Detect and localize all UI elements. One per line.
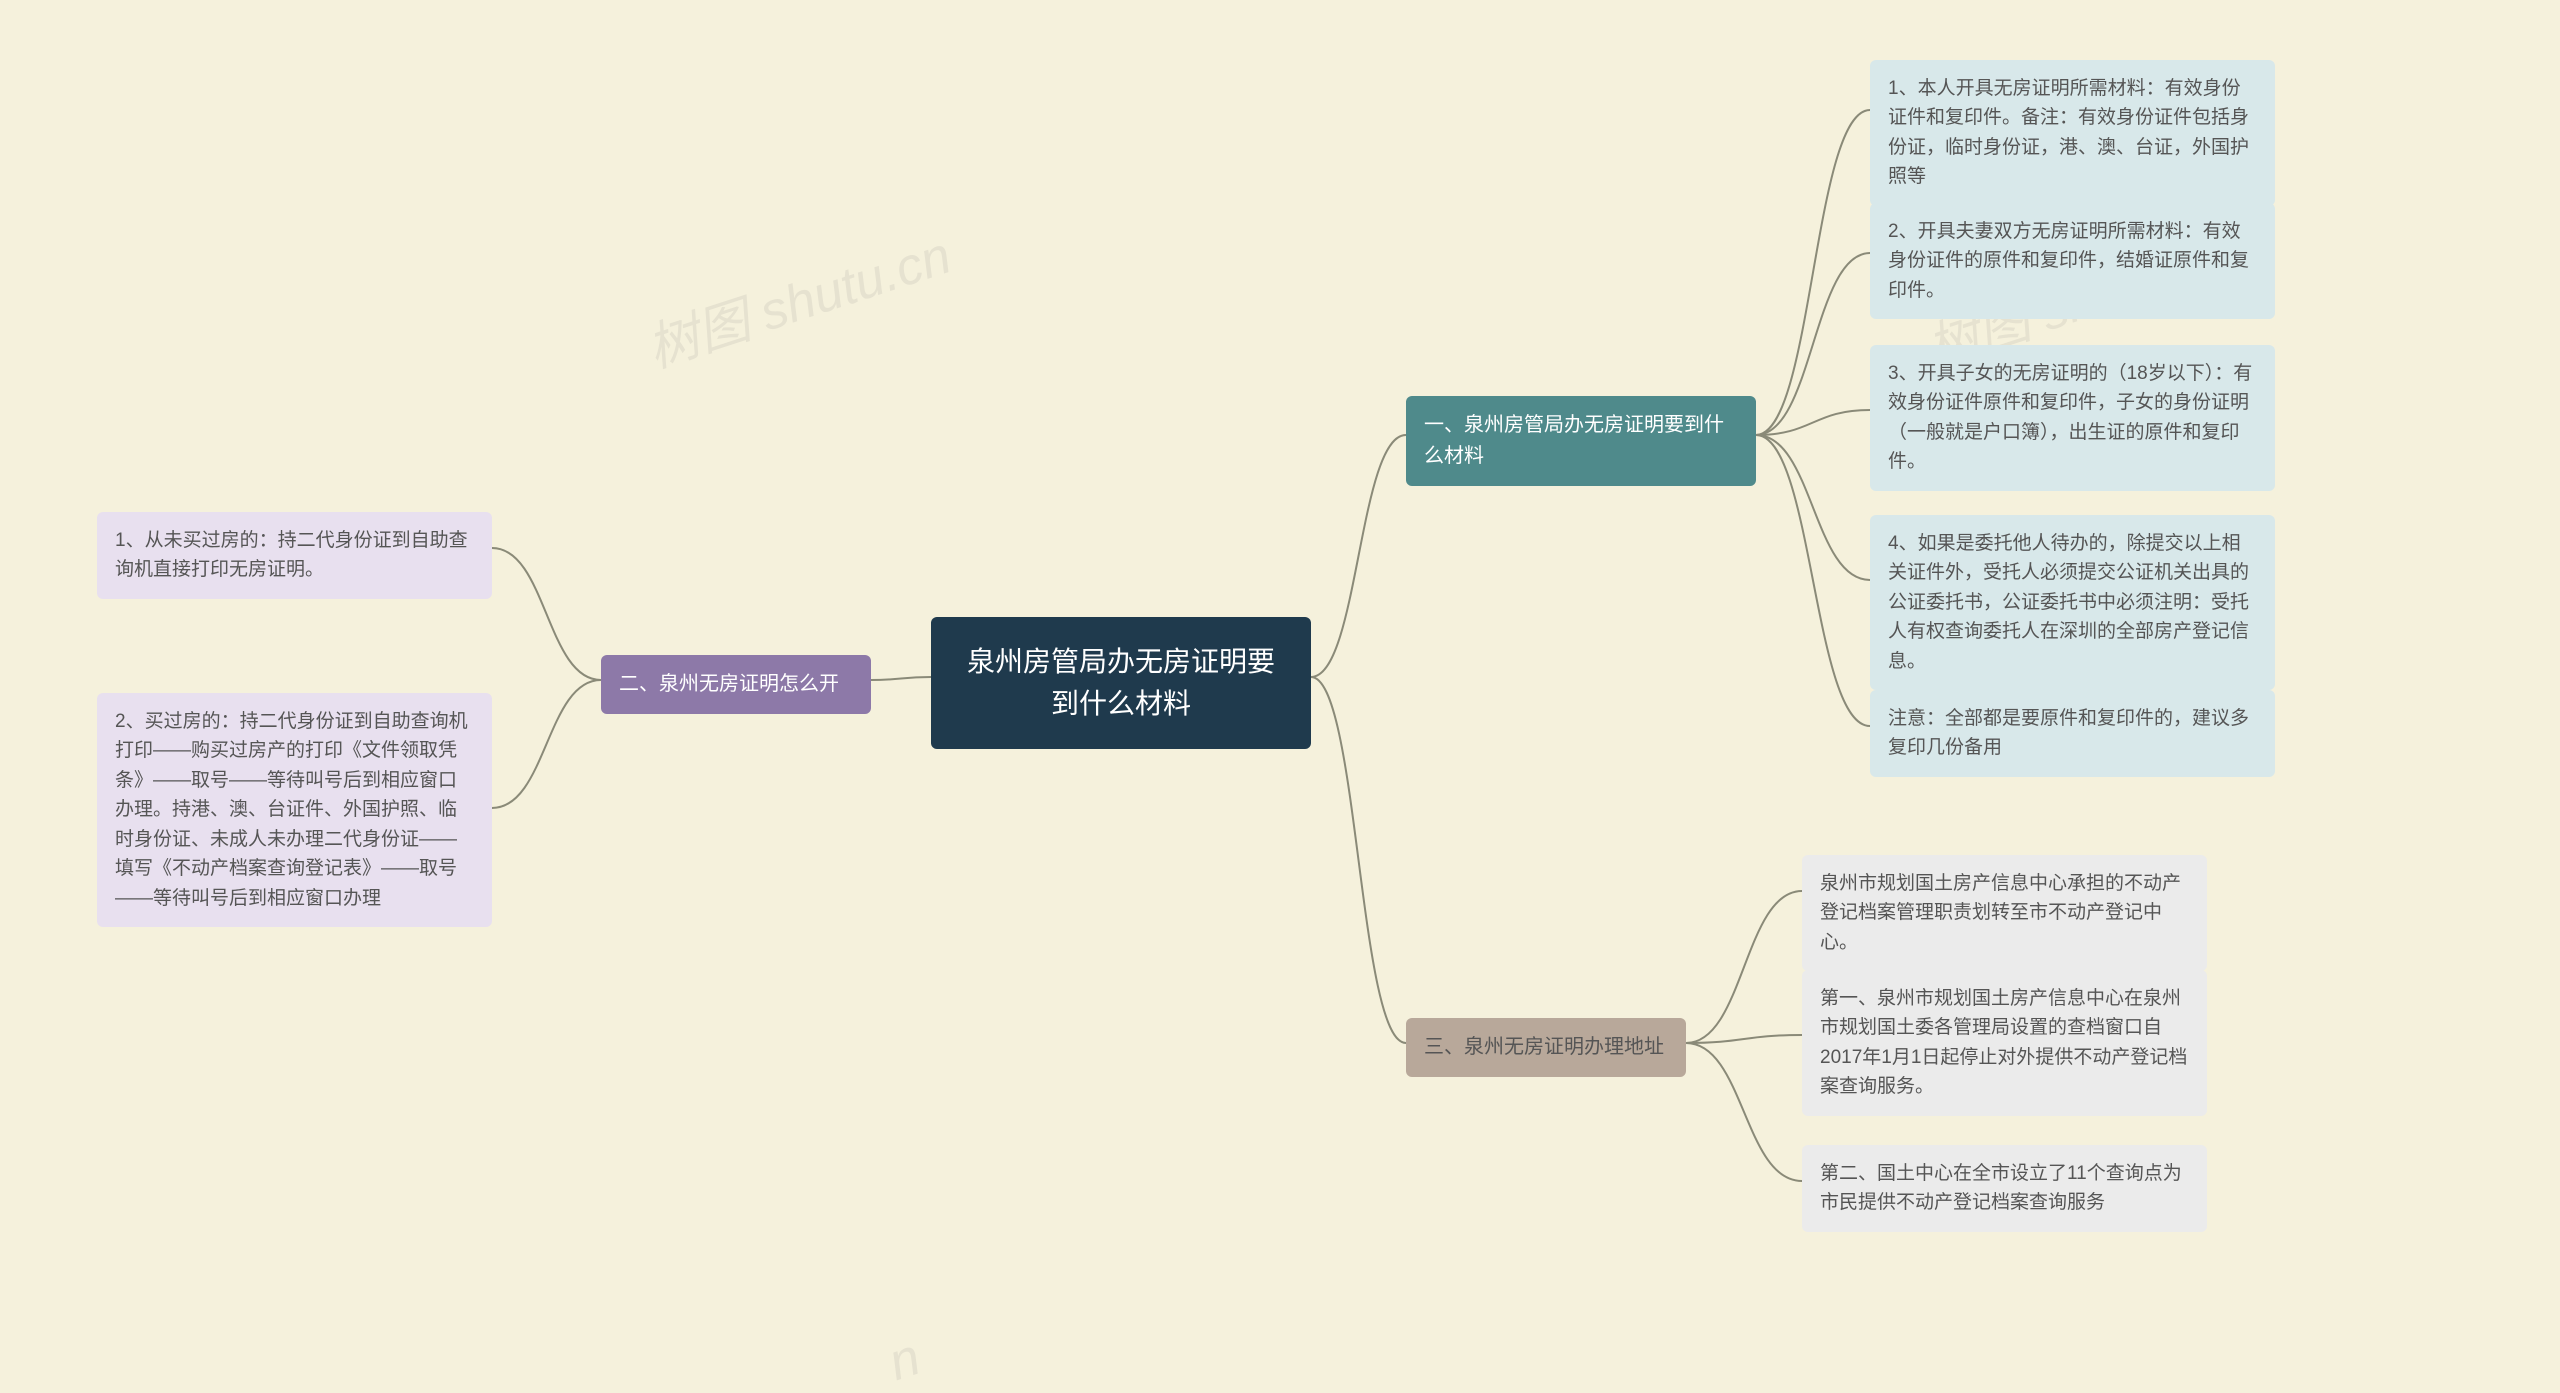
branch-1: 一、泉州房管局办无房证明要到什 么材料 <box>1406 396 1756 486</box>
root-line2: 到什么材料 <box>959 683 1283 725</box>
branch-2-leaf-1: 1、从未买过房的：持二代身份证到自助查询机直接打印无房证明。 <box>97 512 492 599</box>
branch-2-leaf-2: 2、买过房的：持二代身份证到自助查询机打印——购买过房产的打印《文件领取凭条》—… <box>97 693 492 927</box>
root-node: 泉州房管局办无房证明要 到什么材料 <box>931 617 1311 749</box>
branch-1-line1: 一、泉州房管局办无房证明要到什 <box>1424 410 1738 441</box>
branch-3-leaf-3: 第二、国土中心在全市设立了11个查询点为市民提供不动产登记档案查询服务 <box>1802 1145 2207 1232</box>
watermark-1: 树图 shutu.cn <box>636 213 959 382</box>
branch-1-leaf-3: 3、开具子女的无房证明的（18岁以下）：有效身份证件原件和复印件，子女的身份证明… <box>1870 345 2275 491</box>
branch-1-leaf-5: 注意：全部都是要原件和复印件的，建议多复印几份备用 <box>1870 690 2275 777</box>
branch-2: 二、泉州无房证明怎么开 <box>601 655 871 714</box>
root-line1: 泉州房管局办无房证明要 <box>959 641 1283 683</box>
branch-3-leaf-1: 泉州市规划国土房产信息中心承担的不动产登记档案管理职责划转至市不动产登记中心。 <box>1802 855 2207 971</box>
branch-1-leaf-2: 2、开具夫妻双方无房证明所需材料：有效身份证件的原件和复印件，结婚证原件和复印件… <box>1870 203 2275 319</box>
branch-3-leaf-2: 第一、泉州市规划国土房产信息中心在泉州市规划国土委各管理局设置的查档窗口自201… <box>1802 970 2207 1116</box>
branch-1-line2: 么材料 <box>1424 441 1738 472</box>
branch-1-leaf-4: 4、如果是委托他人待办的，除提交以上相关证件外，受托人必须提交公证机关出具的公证… <box>1870 515 2275 690</box>
watermark-3: n <box>881 1327 927 1393</box>
branch-1-leaf-1: 1、本人开具无房证明所需材料：有效身份证件和复印件。备注：有效身份证件包括身份证… <box>1870 60 2275 206</box>
branch-3: 三、泉州无房证明办理地址 <box>1406 1018 1686 1077</box>
